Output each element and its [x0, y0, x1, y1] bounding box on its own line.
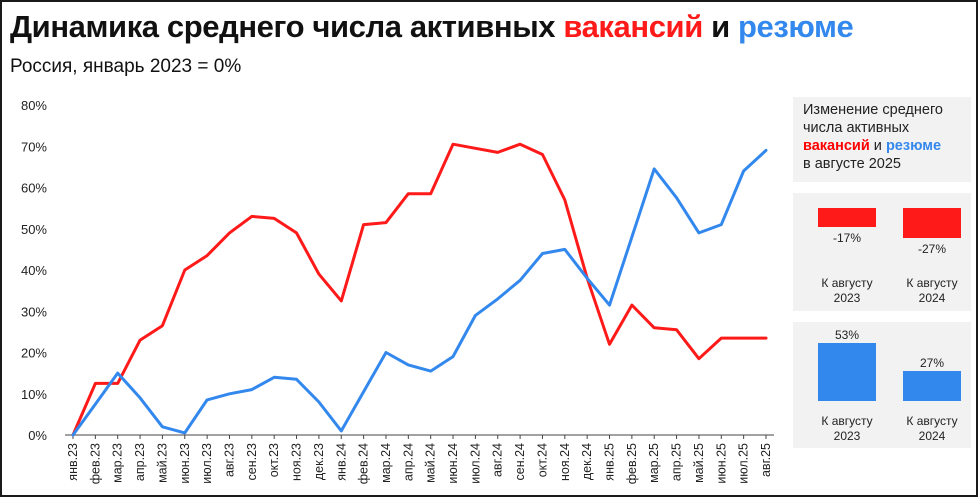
x-tick-label: дек.23 [312, 443, 326, 480]
x-tick-label: окт.23 [267, 443, 281, 477]
resume-change-category: К августу 2023 [821, 414, 873, 443]
side-caption: Изменение среднего числа активных ваканс… [803, 101, 971, 173]
x-tick-label: июл.23 [200, 443, 214, 484]
x-tick-label: апр.24 [401, 443, 415, 481]
resume-change-category: К августу 2024 [906, 414, 958, 443]
side-caption-and: и [869, 138, 886, 154]
vacancy-change-category: К августу 2023 [821, 276, 873, 305]
vacancy-change-value: -27% [917, 242, 946, 256]
vacancy-change-bar [818, 208, 876, 227]
x-tick-label: фев.25 [625, 443, 639, 484]
x-tick-label: авг.24 [491, 443, 505, 477]
y-tick-label: 0% [28, 428, 47, 443]
x-tick-label: дек.24 [580, 443, 594, 480]
y-tick-label: 80% [21, 98, 47, 113]
resume-change-bar [818, 343, 876, 401]
side-caption-resumes: резюме [885, 138, 942, 154]
side-caption-suffix: в августе 2025 [803, 156, 901, 172]
vacancy-change-value: -17% [832, 230, 861, 245]
x-tick-label: сен.24 [513, 443, 527, 481]
x-tick-label: мар.25 [647, 443, 661, 483]
resume-change-bar [903, 371, 961, 401]
chart-title: Динамика среднего числа активных ваканси… [10, 9, 854, 45]
side-caption-vacancies: вакансий [803, 138, 870, 154]
x-tick-label: ноя.24 [558, 443, 572, 481]
side-caption-panel [793, 97, 971, 182]
x-tick-label: янв.25 [603, 443, 617, 481]
vacancy-change-bar [903, 208, 961, 238]
x-tick-label: июн.23 [178, 443, 192, 484]
y-tick-label: 50% [21, 222, 47, 237]
x-tick-label: июл.25 [737, 443, 751, 484]
x-tick-label: окт.24 [535, 443, 549, 477]
x-tick-label: июн.25 [714, 443, 728, 484]
x-tick-label: апр.23 [133, 443, 147, 481]
x-tick-label: авг.23 [222, 443, 236, 477]
y-tick-label: 20% [21, 346, 47, 361]
chart-subtitle: Россия, январь 2023 = 0% [10, 56, 242, 77]
y-tick-label: 30% [21, 304, 47, 319]
x-tick-label: май.24 [424, 443, 438, 483]
x-tick-label: май.25 [692, 443, 706, 483]
x-tick-label: сен.23 [245, 443, 259, 481]
x-tick-label: мар.24 [379, 443, 393, 483]
x-tick-label: июл.24 [468, 443, 482, 484]
x-tick-label: янв.24 [334, 443, 348, 481]
x-tick-label: авг.25 [759, 443, 773, 477]
title-resumes: резюме [737, 9, 854, 44]
y-tick-label: 10% [21, 387, 47, 402]
x-tick-label: янв.23 [66, 443, 80, 481]
x-tick-label: фев.24 [357, 443, 371, 484]
title-vacancies: вакансий [563, 9, 703, 44]
x-tick-label: ноя.23 [290, 443, 304, 481]
title-prefix: Динамика среднего числа активных [10, 9, 564, 44]
resume-change-value: 27% [919, 356, 945, 371]
y-tick-label: 70% [21, 139, 47, 154]
resume-change-value: 53% [834, 328, 860, 342]
title-and: и [702, 9, 738, 44]
y-tick-label: 60% [21, 181, 47, 196]
vacancy-change-category: К августу 2024 [906, 276, 958, 305]
x-tick-label: май.23 [155, 443, 169, 483]
side-caption-prefix: Изменение среднего числа активных [803, 102, 944, 136]
series-line-vacancies [71, 142, 768, 437]
x-tick-label: мар.23 [111, 443, 125, 483]
y-tick-label: 40% [21, 263, 47, 278]
x-tick-label: июн.24 [446, 443, 460, 484]
x-tick-label: фев.23 [88, 443, 102, 484]
x-tick-label: апр.25 [670, 443, 684, 481]
series-line-resumes [71, 148, 768, 437]
